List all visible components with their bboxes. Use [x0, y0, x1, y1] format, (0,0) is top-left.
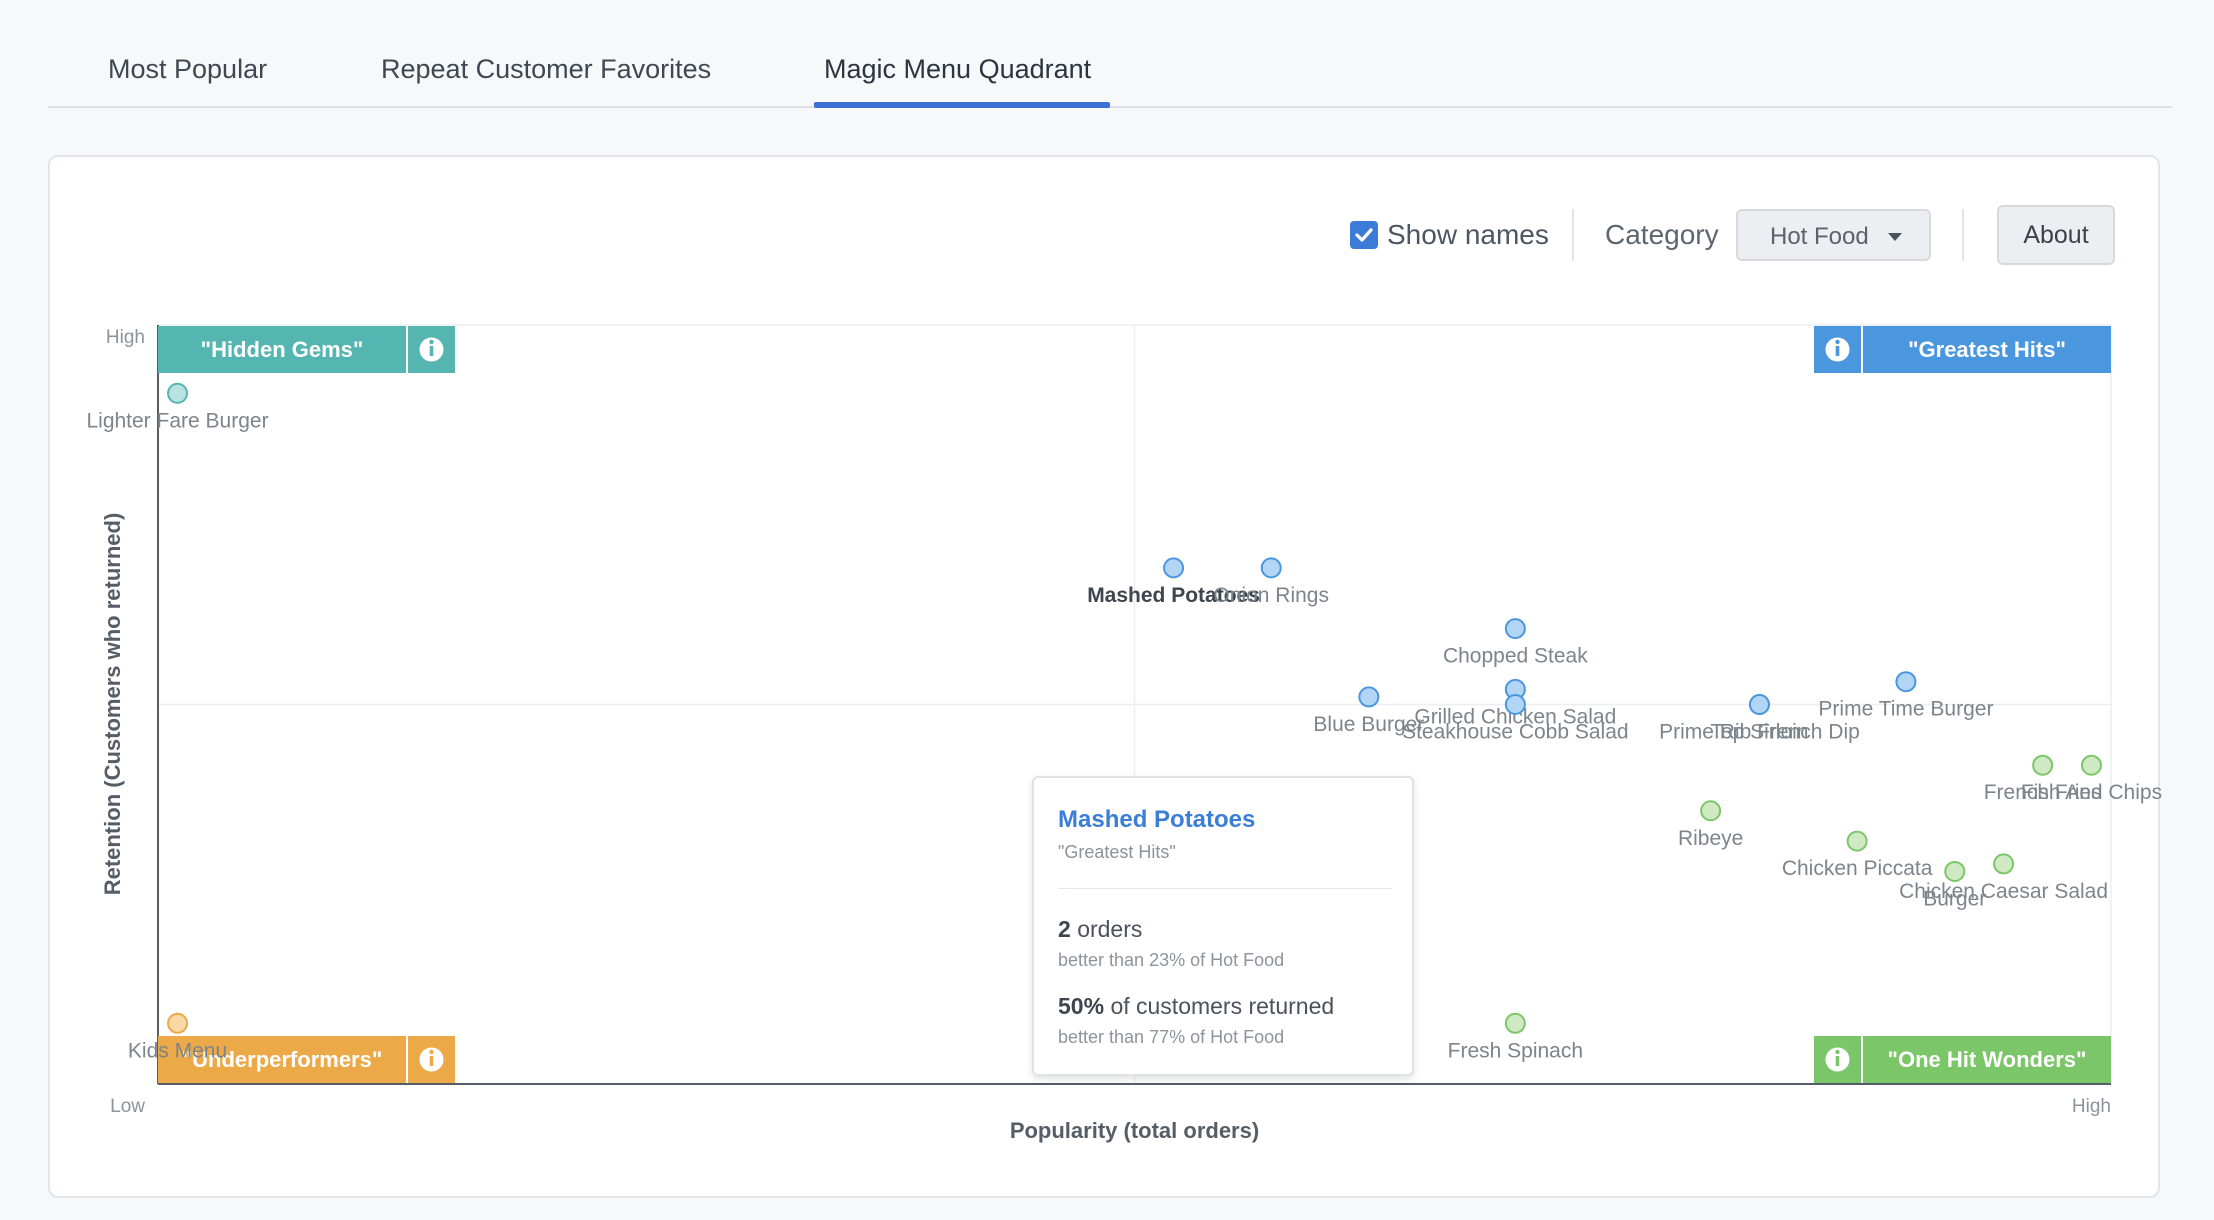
info-icon-dot — [1835, 339, 1840, 345]
point-label: Ribeye — [1678, 827, 1743, 850]
tooltip-retention-value: 50% — [1058, 993, 1105, 1019]
one-hit-wonders-badge-label: "One Hit Wonders" — [1888, 1047, 2087, 1072]
tooltip-divider — [1058, 888, 1392, 889]
point-label: Fresh Spinach — [1448, 1039, 1583, 1062]
x-axis-title: Popularity (total orders) — [1010, 1118, 1259, 1143]
tab-magic-menu-quadrant[interactable]: Magic Menu Quadrant — [824, 54, 1092, 84]
tooltip-orders-note: better than 23% of Hot Food — [1058, 950, 1285, 970]
greatest-hits-badge-label-bg — [1863, 326, 2111, 373]
hidden-gems-badge-label-bg — [158, 326, 406, 373]
point-tooltip: Mashed Potatoes "Greatest Hits" 2 orders… — [1032, 776, 1414, 1076]
data-point[interactable] — [1748, 694, 1770, 715]
y-high-label: High — [106, 327, 145, 348]
about-button[interactable]: About — [1997, 205, 2115, 265]
point-label: Prime Time Burger — [1818, 698, 1993, 721]
hidden-gems-badge-label: "Hidden Gems" — [201, 337, 364, 362]
data-point[interactable] — [2032, 754, 2054, 776]
category-label: Category — [1605, 219, 1719, 250]
tooltip-orders-value: 2 — [1058, 916, 1071, 942]
data-point[interactable] — [167, 1012, 189, 1034]
x-high-label: High — [2072, 1096, 2111, 1117]
tab-most-popular[interactable]: Most Popular — [108, 54, 268, 84]
caret-down-icon — [1888, 233, 1902, 241]
info-icon-stem — [429, 1056, 434, 1066]
point-label: Chicken Piccata — [1782, 857, 1933, 880]
toolbar-divider — [1572, 209, 1574, 261]
tab-repeat-customer-favorites[interactable]: Repeat Customer Favorites — [381, 54, 712, 84]
tooltip-orders: 2 orders — [1058, 916, 1142, 943]
greatest-hits-badge-label: "Greatest Hits" — [1908, 337, 2066, 362]
tooltip-title: Mashed Potatoes — [1058, 806, 1256, 833]
data-point[interactable] — [1504, 1012, 1526, 1034]
info-icon-stem — [1835, 346, 1840, 356]
data-point[interactable] — [1944, 860, 1966, 882]
show-names-checkbox[interactable] — [1350, 221, 1378, 249]
info-icon-dot — [429, 339, 434, 345]
point-label: Chicken Caesar Salad — [1899, 880, 2108, 903]
point-label: Burger — [1923, 887, 1986, 910]
data-point[interactable] — [1700, 800, 1722, 822]
x-low-label: Low — [110, 1096, 145, 1117]
tooltip-quadrant: "Greatest Hits" — [1058, 842, 1176, 862]
category-dropdown[interactable]: Hot Food — [1736, 209, 1931, 261]
underperformers-badge-label-bg — [158, 1036, 406, 1083]
active-tab-indicator — [814, 102, 1110, 108]
data-point[interactable] — [1993, 853, 2015, 875]
info-icon-dot — [429, 1049, 434, 1055]
show-names-label[interactable]: Show names — [1387, 219, 1549, 250]
y-axis-title: Retention (Customers who returned) — [100, 513, 125, 896]
data-point[interactable] — [1358, 686, 1380, 708]
data-point[interactable] — [167, 382, 189, 404]
point-label: French Fries — [1984, 781, 2102, 804]
point-label: Prime Rib French Dip — [1659, 721, 1860, 744]
info-icon-dot — [1835, 1049, 1840, 1055]
tooltip-orders-text: orders — [1077, 916, 1143, 942]
tooltip-retention-note: better than 77% of Hot Food — [1058, 1027, 1285, 1047]
point-label: Chopped Steak — [1443, 645, 1588, 668]
info-icon-stem — [429, 346, 434, 356]
one-hit-wonders-badge-label-bg — [1863, 1036, 2111, 1083]
toolbar-divider — [1962, 209, 1964, 261]
point-label: Kids Menu — [128, 1039, 227, 1062]
point-label: Steakhouse Cobb Salad — [1402, 721, 1629, 744]
data-point[interactable] — [1260, 557, 1282, 579]
data-point[interactable] — [1895, 671, 1917, 693]
check-icon — [1355, 228, 1373, 242]
quadrant-card: Show names Category Hot Food About High L… — [48, 155, 2162, 1198]
underperformers-badge-label: "Underperformers" — [182, 1047, 383, 1072]
tooltip-retention: 50% of customers returned — [1058, 993, 1334, 1020]
point-label: Grilled Chicken Salad — [1414, 705, 1616, 728]
quadrant-chart: High Low High Popularity (total orders) Rete… — [86, 324, 2162, 1143]
data-point[interactable] — [1504, 618, 1526, 640]
point-label: Fish And Chips — [2021, 781, 2162, 804]
info-icon-stem — [1835, 1056, 1840, 1066]
point-label: Lighter Fare Burger — [86, 409, 268, 432]
tab-bar: Most Popular Repeat Customer Favorites M… — [48, 40, 2172, 108]
data-point[interactable] — [1504, 694, 1526, 715]
data-point[interactable] — [1846, 830, 1868, 852]
point-label: Mashed Potatoes — [1087, 584, 1260, 607]
data-point[interactable] — [2080, 754, 2102, 776]
data-point[interactable] — [1163, 557, 1185, 579]
tooltip-retention-text: of customers returned — [1110, 993, 1335, 1019]
category-value: Hot Food — [1770, 223, 1869, 250]
point-label: Top Sirloin — [1710, 721, 1808, 744]
point-label: Blue Burger — [1313, 713, 1424, 736]
point-label: Onion Rings — [1213, 584, 1329, 607]
